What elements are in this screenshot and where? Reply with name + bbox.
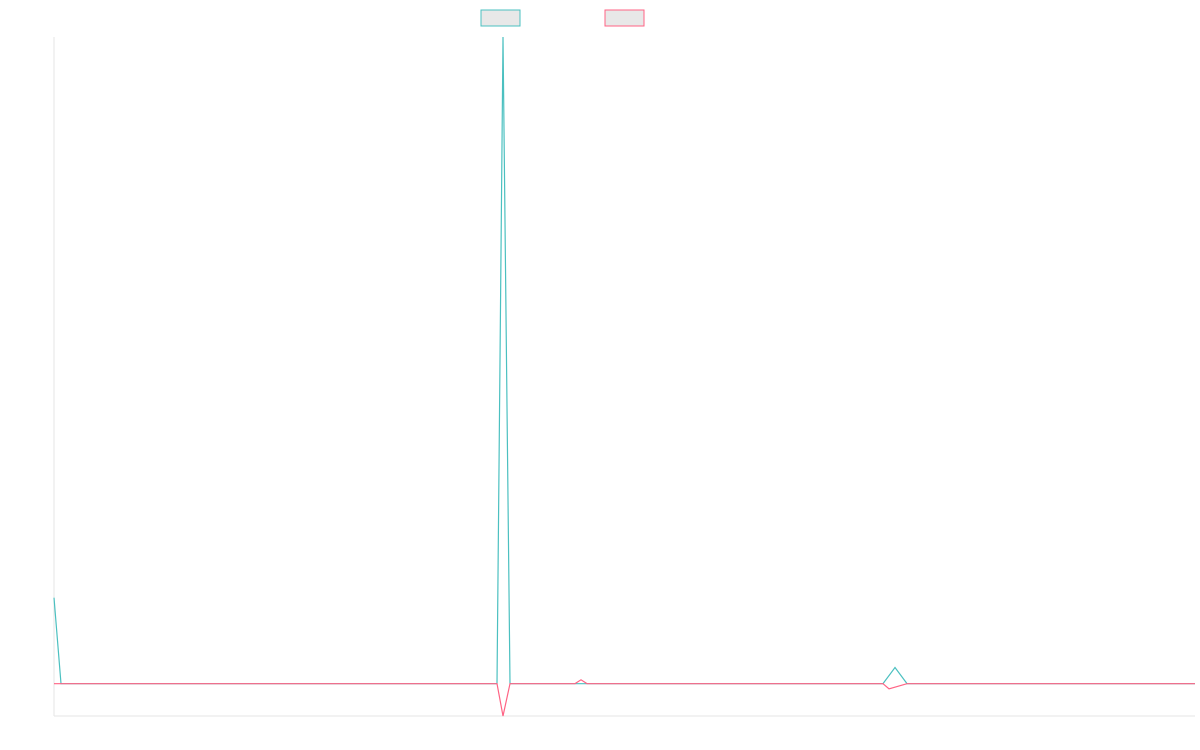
data-line xyxy=(54,679,1195,717)
legend-swatch xyxy=(604,9,645,27)
data-line xyxy=(53,36,1195,685)
legend-swatch xyxy=(480,9,521,27)
